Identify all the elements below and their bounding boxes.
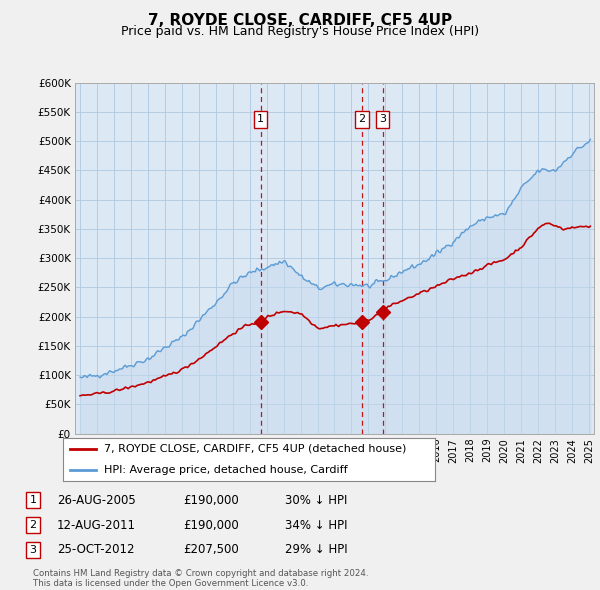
Text: 25-OCT-2012: 25-OCT-2012: [57, 543, 134, 556]
Text: 7, ROYDE CLOSE, CARDIFF, CF5 4UP (detached house): 7, ROYDE CLOSE, CARDIFF, CF5 4UP (detach…: [104, 444, 406, 454]
Text: 2: 2: [29, 520, 37, 530]
Text: 3: 3: [379, 114, 386, 124]
Text: 30% ↓ HPI: 30% ↓ HPI: [285, 494, 347, 507]
Text: £190,000: £190,000: [183, 494, 239, 507]
Text: 3: 3: [29, 545, 37, 555]
Text: 2: 2: [358, 114, 365, 124]
Text: 34% ↓ HPI: 34% ↓ HPI: [285, 519, 347, 532]
Text: Contains HM Land Registry data © Crown copyright and database right 2024.
This d: Contains HM Land Registry data © Crown c…: [33, 569, 368, 588]
Text: 12-AUG-2011: 12-AUG-2011: [57, 519, 136, 532]
Text: 29% ↓ HPI: 29% ↓ HPI: [285, 543, 347, 556]
Text: Price paid vs. HM Land Registry's House Price Index (HPI): Price paid vs. HM Land Registry's House …: [121, 25, 479, 38]
Text: £190,000: £190,000: [183, 519, 239, 532]
Text: 1: 1: [29, 496, 37, 505]
Text: 1: 1: [257, 114, 264, 124]
Text: 7, ROYDE CLOSE, CARDIFF, CF5 4UP: 7, ROYDE CLOSE, CARDIFF, CF5 4UP: [148, 13, 452, 28]
Text: £207,500: £207,500: [183, 543, 239, 556]
Text: 26-AUG-2005: 26-AUG-2005: [57, 494, 136, 507]
Text: HPI: Average price, detached house, Cardiff: HPI: Average price, detached house, Card…: [104, 466, 347, 475]
